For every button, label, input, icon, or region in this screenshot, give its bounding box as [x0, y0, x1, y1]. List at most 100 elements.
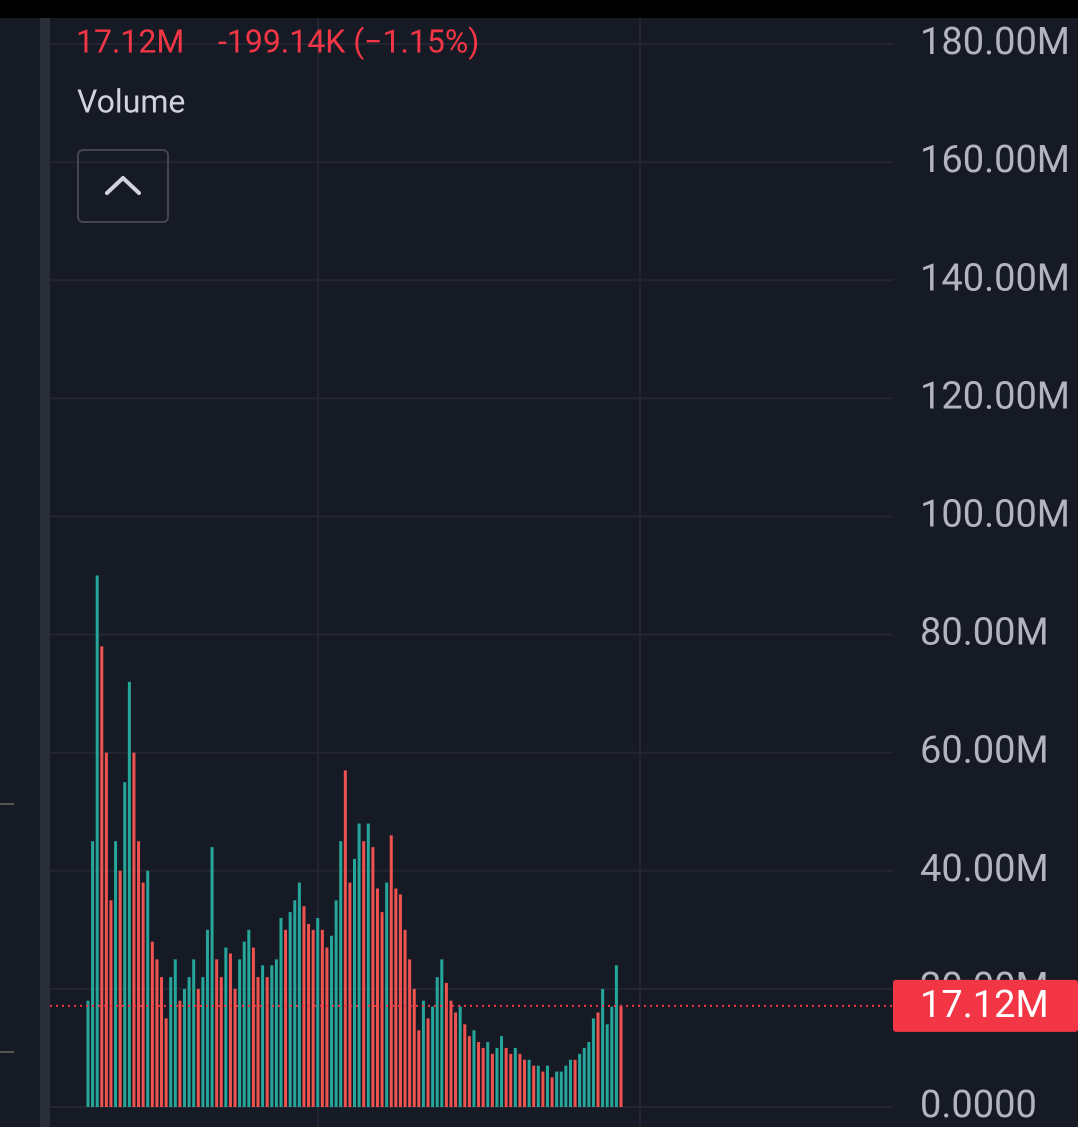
volume-bar	[509, 1053, 513, 1107]
volume-bar	[274, 959, 278, 1107]
volume-bar	[426, 1018, 430, 1107]
volume-bar	[238, 959, 242, 1107]
volume-bar	[109, 900, 113, 1107]
y-tick-label: 140.00M	[920, 256, 1070, 300]
volume-bar	[375, 888, 379, 1107]
volume-bar	[86, 1000, 90, 1107]
volume-bar	[601, 988, 605, 1107]
volume-bar	[284, 929, 288, 1107]
volume-bar	[578, 1053, 582, 1107]
volume-bar	[532, 1065, 536, 1107]
volume-bar	[114, 841, 118, 1107]
volume-bar	[380, 912, 384, 1107]
volume-bar	[256, 977, 260, 1107]
volume-bar	[385, 882, 389, 1107]
y-tick-label: 100.00M	[920, 492, 1070, 536]
volume-bar	[541, 1071, 545, 1107]
volume-bar	[435, 977, 439, 1107]
volume-bar	[458, 1006, 462, 1107]
volume-bar	[564, 1065, 568, 1107]
volume-bar	[454, 1012, 458, 1107]
volume-bar	[297, 882, 301, 1107]
volume-bar	[242, 941, 246, 1107]
volume-bar	[233, 988, 237, 1107]
volume-bar	[150, 941, 154, 1107]
volume-bar	[619, 1005, 623, 1107]
volume-bar	[504, 1047, 508, 1107]
volume-bar	[100, 646, 104, 1107]
volume-bar	[182, 988, 186, 1107]
y-tick-label: 180.00M	[920, 20, 1070, 64]
indicator-title: Volume	[77, 82, 185, 120]
volume-bar	[311, 929, 315, 1107]
volume-bar	[449, 1000, 453, 1107]
last-value-badge	[893, 979, 1078, 1032]
volume-bar	[330, 935, 334, 1107]
y-tick-label: 60.00M	[920, 729, 1049, 773]
volume-bar	[325, 947, 329, 1107]
volume-bar	[550, 1077, 554, 1107]
volume-bar	[394, 888, 398, 1107]
volume-bar	[146, 870, 150, 1107]
volume-bar	[587, 1042, 591, 1107]
volume-bar	[440, 959, 444, 1107]
volume-bar	[467, 1036, 471, 1107]
volume-bar	[187, 977, 191, 1107]
volume-bar	[320, 929, 324, 1107]
volume-bar	[353, 858, 356, 1107]
volume-bar	[486, 1042, 490, 1107]
volume-bar	[123, 782, 127, 1107]
volume-bar	[495, 1047, 499, 1107]
volume-bar	[215, 959, 219, 1107]
last-value: 17.12M	[76, 22, 184, 60]
volume-bar	[412, 988, 416, 1107]
volume-bar	[417, 1030, 421, 1107]
volume-bar	[196, 988, 200, 1107]
volume-bar	[463, 1024, 467, 1107]
y-tick-label: 120.00M	[920, 374, 1070, 418]
volume-bar	[555, 1071, 559, 1107]
pane-border	[40, 18, 50, 1127]
volume-bar	[251, 947, 255, 1107]
y-tick-label: 80.00M	[920, 611, 1049, 655]
volume-bar	[224, 947, 228, 1107]
volume-bar	[573, 1059, 577, 1107]
volume-bar	[247, 929, 251, 1107]
volume-bar	[95, 575, 99, 1107]
volume-bar	[118, 870, 122, 1107]
y-tick-label: 160.00M	[920, 138, 1070, 182]
y-axis: 0.000020.00M40.00M60.00M80.00M100.00M120…	[920, 20, 1070, 1127]
volume-bar	[160, 977, 164, 1107]
volume-bar	[334, 900, 338, 1107]
volume-bar	[348, 882, 352, 1107]
volume-bar	[523, 1059, 527, 1107]
volume-bar	[279, 918, 283, 1107]
volume-bar	[210, 847, 214, 1107]
volume-bar	[490, 1053, 494, 1107]
volume-bar	[132, 752, 136, 1107]
volume-bar	[219, 977, 223, 1107]
volume-bar	[362, 841, 366, 1107]
volume-bar	[316, 918, 320, 1107]
volume-bar	[614, 965, 618, 1107]
volume-bar	[545, 1065, 549, 1107]
volume-bar	[596, 1012, 600, 1107]
volume-bar	[261, 965, 265, 1107]
volume-bar	[559, 1071, 563, 1107]
change: -199.14K (−1.15%)	[218, 22, 479, 60]
volume-bar	[339, 841, 343, 1107]
volume-bar	[127, 681, 131, 1107]
volume-bar	[518, 1053, 522, 1107]
volume-bar	[421, 1000, 425, 1107]
volume-bar	[137, 841, 141, 1107]
volume-bar	[205, 929, 209, 1107]
collapse-button[interactable]	[77, 149, 169, 223]
volume-bar	[265, 977, 269, 1107]
volume-bar	[610, 1006, 614, 1107]
y-tick-label: 40.00M	[920, 847, 1049, 891]
volume-bar	[270, 965, 274, 1107]
volume-bar	[444, 982, 448, 1107]
volume-bar	[568, 1059, 572, 1107]
